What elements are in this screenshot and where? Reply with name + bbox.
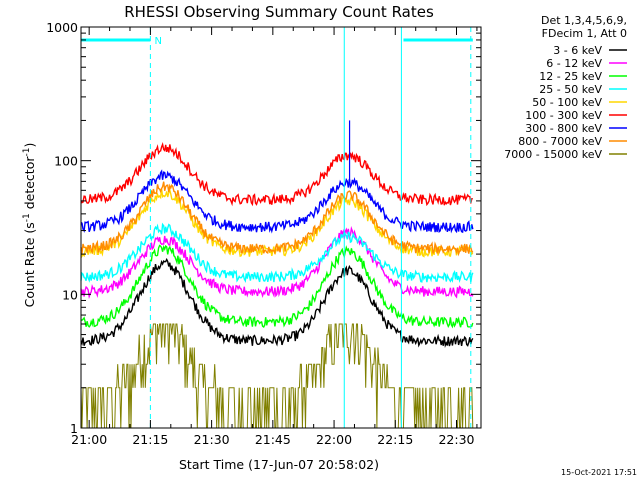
legend-label-2: 12 - 25 keV [539,70,602,83]
series-line-4 [80,188,474,259]
legend-label-6: 300 - 800 keV [525,122,602,135]
y-axis-label-base: Count Rate (s [22,222,37,307]
y-tick-label-1: 10 [62,287,78,302]
y-axis-label-end: ) [22,143,37,148]
x-tick-label-4: 22:00 [316,432,352,447]
series-line-7 [80,181,474,257]
legend-header-1: FDecim 1, Att 0 [542,27,627,40]
series-line-6 [80,169,474,234]
legend: Det 1,3,4,5,6,9,FDecim 1, Att 0 3 - 6 keV… [504,14,627,161]
plot-area: N [80,27,474,429]
x-tick-label-2: 21:30 [194,432,230,447]
series-line-5 [80,141,473,207]
y-tick-label-3: 1000 [46,20,78,35]
legend-label-7: 800 - 7000 keV [518,135,602,148]
legend-label-3: 25 - 50 keV [539,83,602,96]
legend-label-0: 3 - 6 keV [553,44,602,57]
y-tick-label-0: 1 [70,421,78,436]
legend-label-8: 7000 - 15000 keV [504,148,602,161]
series-line-0 [80,257,474,348]
legend-label-4: 50 - 100 keV [532,96,602,109]
legend-header-0: Det 1,3,4,5,6,9, [541,14,627,27]
axes: 21:00 21:15 21:30 21:45 22:00 22:15 22:30 1 10 10… [46,20,482,447]
series-line-3 [80,222,474,283]
x-tick-label-3: 21:45 [255,432,291,447]
timestamp: 15-Oct-2021 17:51 [561,468,637,477]
x-tick-label-6: 22:30 [438,432,474,447]
x-tick-label-0: 21:00 [71,432,107,447]
y-tick-label-2: 100 [54,154,78,169]
x-tick-label-5: 22:15 [377,432,413,447]
series-line-1 [80,225,474,300]
x-axis-label: Start Time (17-Jun-07 20:58:02) [179,457,379,472]
series-line-2 [80,244,474,329]
chart-title: RHESSI Observing Summary Count Rates [124,3,434,21]
plot-frame [80,26,482,429]
legend-label-5: 100 - 300 keV [525,109,602,122]
series-line-8 [80,323,474,429]
annotation-0: N [154,36,161,47]
y-axis-label-sup: -1 [22,213,32,222]
legend-label-1: 6 - 12 keV [546,57,602,70]
y-axis-label-sup2: -1 [22,148,32,157]
y-axis-label-mid: detector [22,156,37,214]
y-axis-label: Count Rate (s-1 detector-1) [22,143,37,308]
x-tick-label-1: 21:15 [132,432,168,447]
